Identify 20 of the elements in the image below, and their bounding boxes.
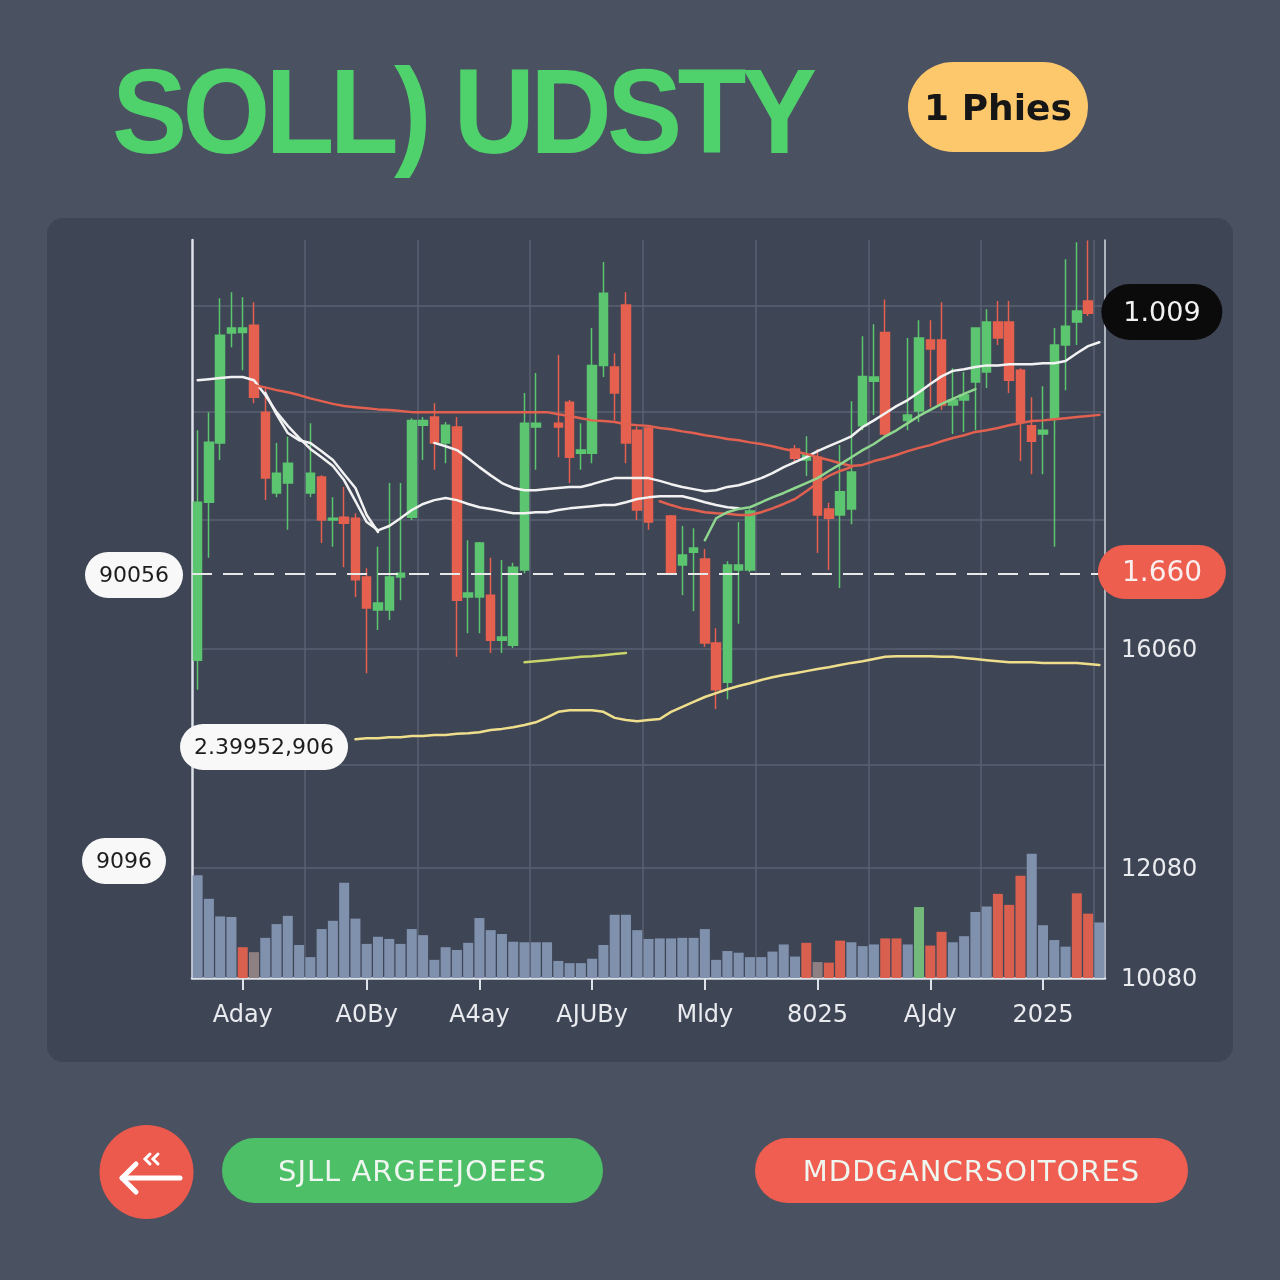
x-tick-label: AJdy (903, 1000, 957, 1028)
x-tick-label: Aday (212, 1000, 273, 1028)
text: MDDGANCRSOITORES (755, 1138, 1188, 1203)
text: SJLL ARGEEJOEES (222, 1138, 603, 1203)
text: 90056 (85, 552, 183, 598)
x-tick-label: A0By (335, 1000, 398, 1028)
x-tick-label: 2025 (1012, 1000, 1074, 1028)
x-tick-label: 8025 (787, 1000, 849, 1028)
text: 1.009 (1101, 284, 1223, 340)
annotation: 2.39952,906 (180, 724, 348, 770)
y-tick-label: 10080 (1121, 964, 1198, 992)
x-tick-label: A4ay (449, 1000, 510, 1028)
x-tick-label: Mldy (676, 1000, 734, 1028)
text: 9096 (82, 838, 166, 884)
x-tick-label: AJUBy (556, 1000, 629, 1028)
chart-title: SOLL) UDSTY (112, 44, 813, 178)
y-tick-label: 12080 (1121, 854, 1198, 883)
text: 1 Phies (908, 62, 1088, 152)
y-tick-label: 16060 (1121, 635, 1198, 664)
text: 1.660 (1097, 545, 1227, 599)
